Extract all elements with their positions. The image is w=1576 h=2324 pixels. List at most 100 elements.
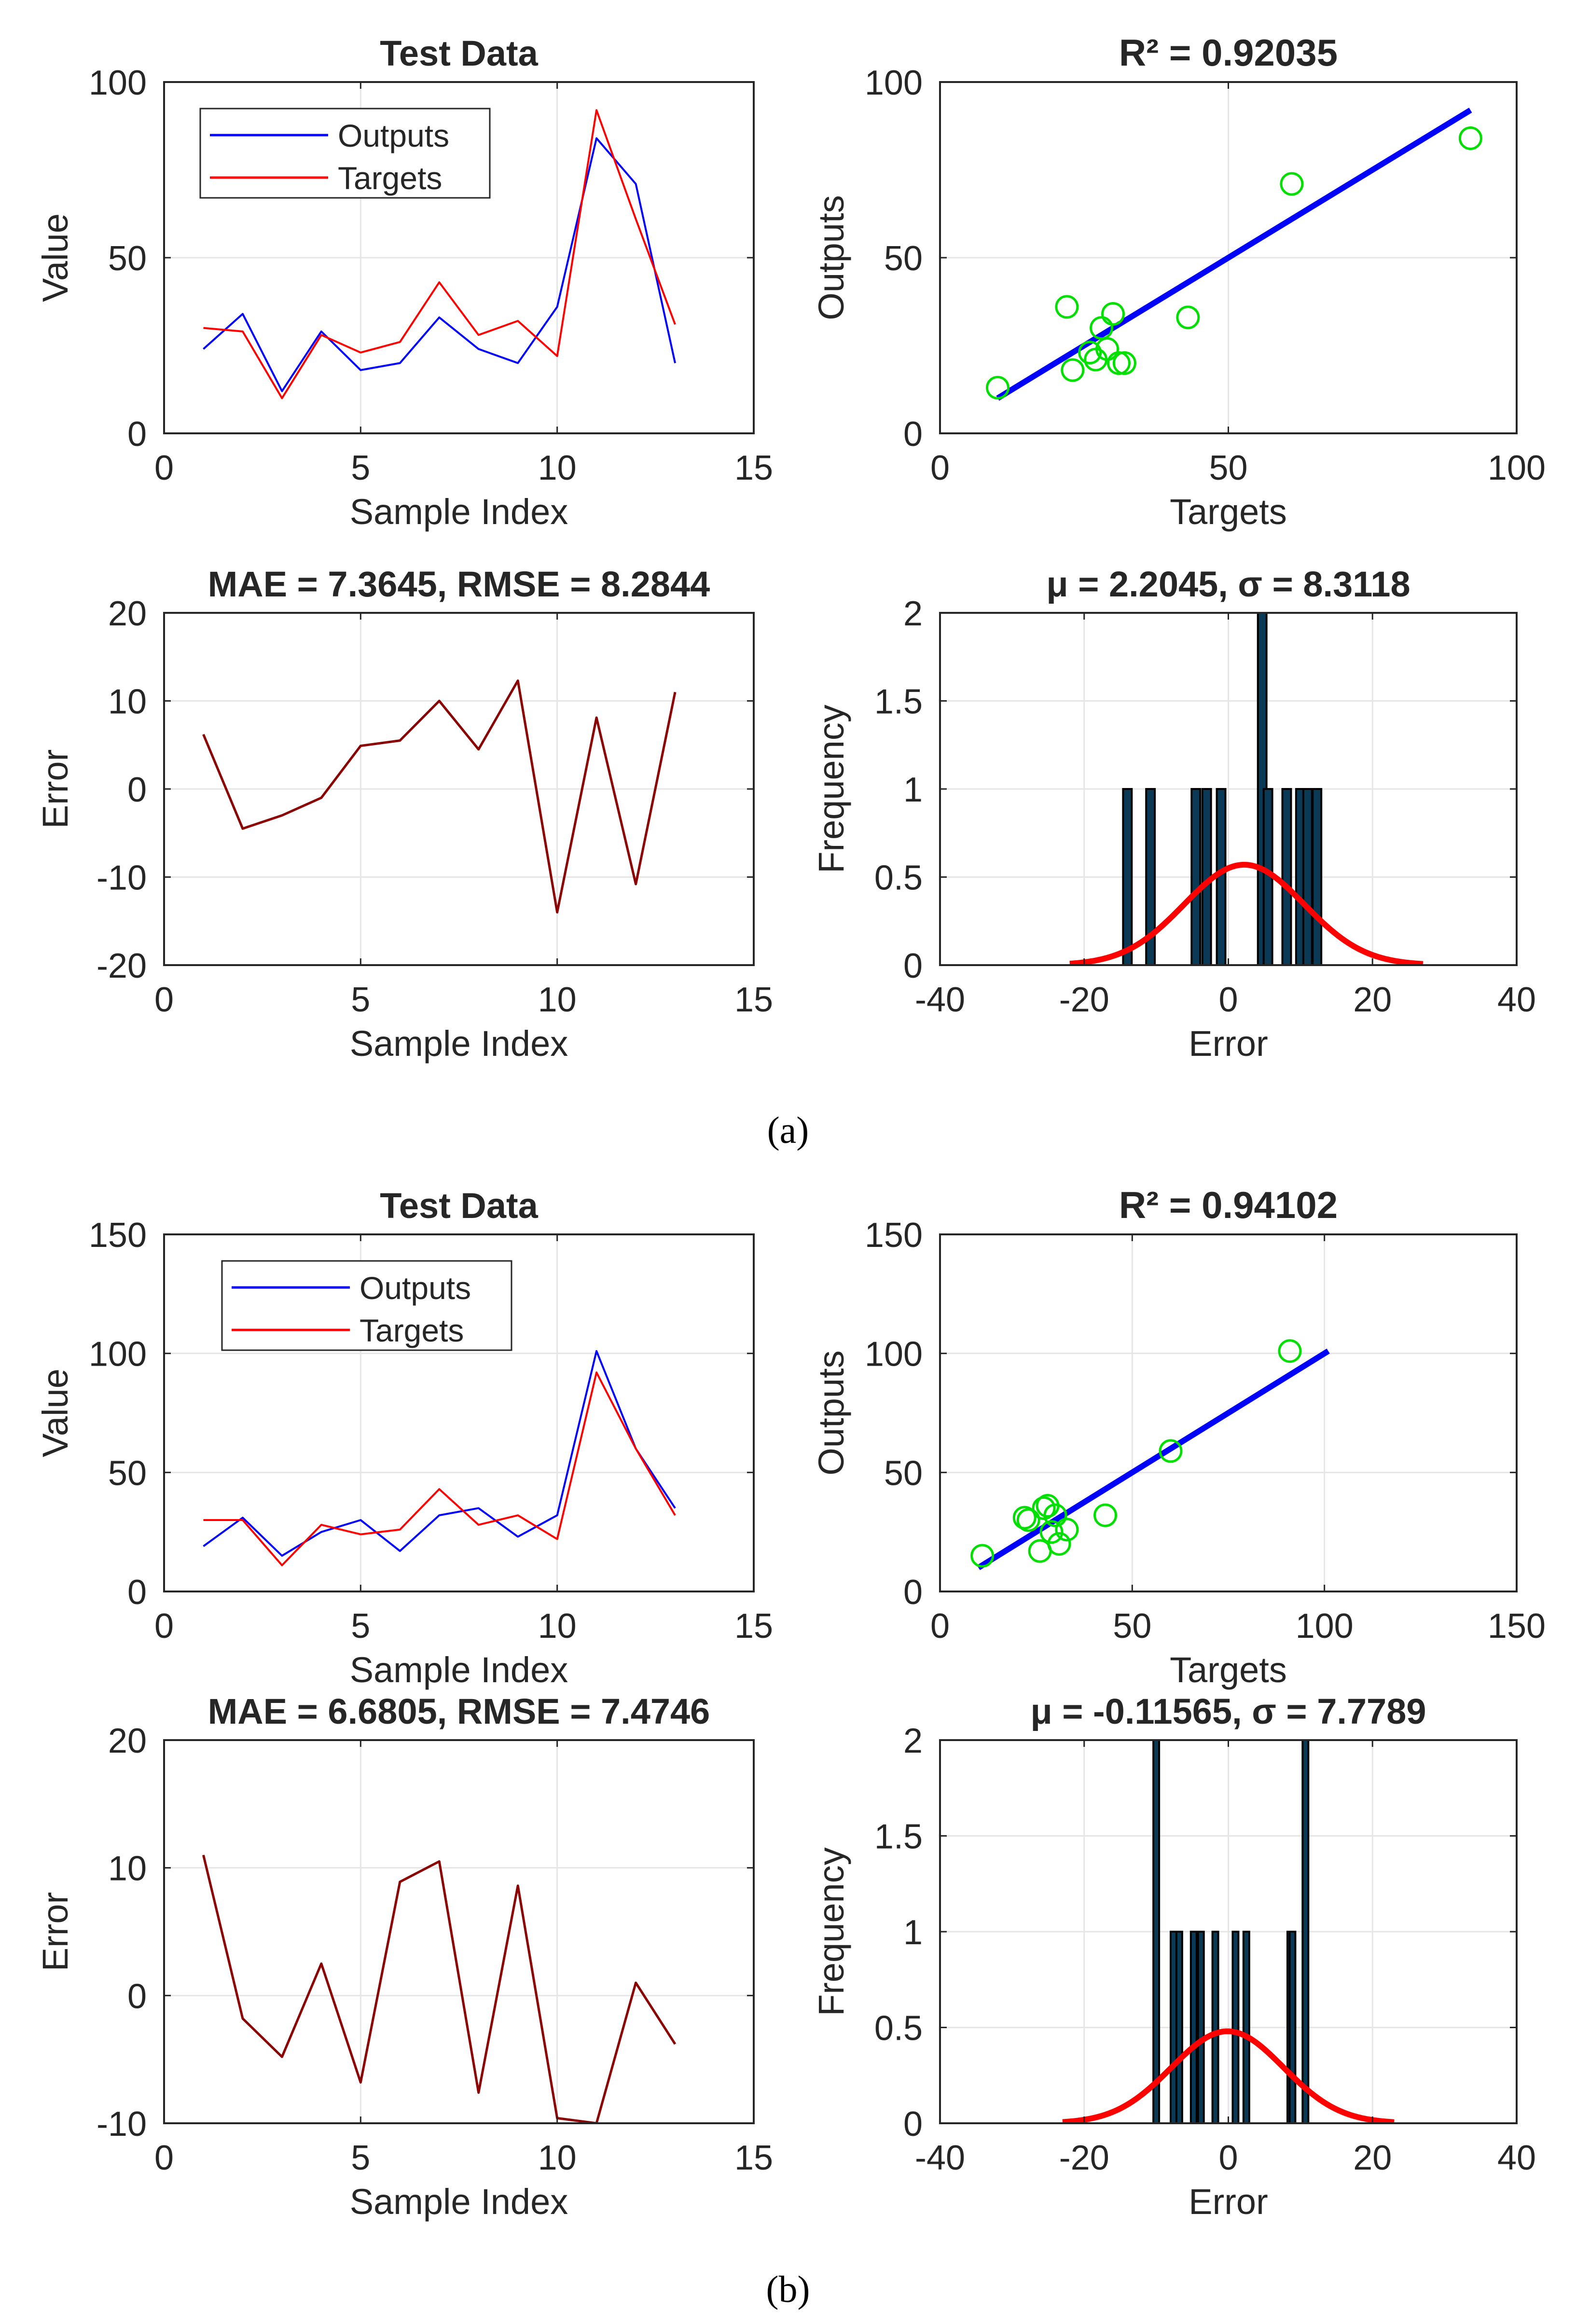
legend-label: Targets (359, 1313, 464, 1348)
scatter-point (1047, 1532, 1071, 1556)
scatter-point (1055, 295, 1079, 319)
x-tick-label: 0 (1218, 981, 1238, 1019)
targets-line (203, 109, 676, 400)
y-axis-label: Error (35, 749, 75, 829)
chart-title: μ = 2.2045, σ = 8.3118 (1046, 564, 1410, 604)
x-tick-label: 15 (734, 1607, 773, 1646)
scatter-point (986, 375, 1009, 400)
x-tick-label: 0 (154, 449, 174, 487)
plot-content (203, 1350, 676, 1566)
y-tick-label: 0 (127, 1573, 147, 1612)
scatter-point (1043, 1503, 1067, 1527)
y-tick-label: 10 (108, 683, 147, 721)
scatter-point (1458, 126, 1482, 150)
scatter-point (1032, 1496, 1056, 1520)
y-tick-label: 0 (127, 415, 147, 454)
x-axis-label: Sample Index (350, 1650, 568, 1690)
histogram-bar (1197, 1931, 1205, 2123)
y-tick-label: 0.5 (874, 859, 923, 898)
x-tick-label: 5 (351, 981, 370, 1019)
targets-line (203, 1371, 676, 1566)
scatter-point (1055, 1518, 1079, 1542)
y-tick-label: 1 (903, 1913, 923, 1952)
y-tick-label: 0 (127, 771, 147, 809)
plot-content (202, 679, 677, 913)
scatter-point (970, 1544, 995, 1568)
x-tick-label: 50 (1113, 1607, 1151, 1646)
y-tick-label: 150 (865, 1216, 923, 1255)
x-tick-label: 10 (538, 981, 577, 1019)
scatter-point (1112, 351, 1136, 375)
x-tick-label: 40 (1497, 2139, 1536, 2177)
scatter-point (1176, 305, 1200, 330)
x-tick-label: 0 (930, 449, 950, 487)
y-axis-label: Value (35, 1369, 75, 1457)
y-tick-label: 2 (903, 595, 923, 633)
plot-content (970, 1339, 1330, 1570)
y-tick-label: 0 (903, 1573, 923, 1612)
chart-a-regression: 0 50 100 0 50 100 R² = 0.92035 Targets Outputs (811, 31, 1546, 532)
y-tick-label: -10 (97, 859, 147, 898)
y-tick-label: 0.5 (874, 2009, 923, 2048)
x-axis-label: Error (1189, 2182, 1268, 2222)
y-tick-label: -10 (97, 2105, 147, 2144)
scatter-point (1093, 1503, 1118, 1527)
legend-box (199, 108, 491, 199)
x-axis-label: Sample Index (350, 492, 568, 532)
plot-content (203, 109, 677, 400)
y-tick-label: 0 (903, 947, 923, 985)
histogram-bar (1211, 1931, 1219, 2123)
chart-b-regression: 0 50 100 150 0 50 100 150 R² = 0.94102 Targets Out… (811, 1184, 1546, 1690)
panel-label-b: (b) (766, 2268, 810, 2310)
scatter-point (1061, 358, 1085, 382)
chart-a-error: 0 5 10 15 -20 -10 0 10 20 MAE = 7.3645, RMSE = 8.… (35, 564, 773, 1064)
plot-content (1069, 613, 1424, 965)
y-tick-label: 50 (108, 1454, 147, 1493)
x-tick-label: 10 (538, 1607, 577, 1646)
legend-label: Targets (338, 160, 442, 196)
x-tick-label: 0 (930, 1607, 950, 1646)
x-tick-label: -40 (915, 2139, 965, 2177)
legend-label: Outputs (338, 118, 449, 153)
chart-title: μ = -0.11565, σ = 7.7789 (1030, 1691, 1426, 1731)
x-tick-label: 0 (154, 1607, 174, 1646)
histogram-bar (1152, 1740, 1161, 2123)
y-tick-label: 1.5 (874, 683, 923, 721)
y-tick-label: 50 (884, 1454, 923, 1493)
x-tick-label: 5 (351, 1607, 370, 1646)
y-tick-label: 10 (108, 1850, 147, 1888)
histogram-bar (1145, 788, 1156, 965)
chart-title: MAE = 7.3645, RMSE = 8.2844 (208, 564, 710, 604)
x-axis-label: Sample Index (350, 1024, 568, 1064)
normal-fit-curve (1069, 861, 1424, 965)
histogram-bar (1301, 1740, 1310, 2123)
normal-fit-curve (1062, 2028, 1395, 2123)
y-tick-label: 20 (108, 1722, 147, 1760)
x-tick-label: 100 (1488, 449, 1546, 487)
y-tick-label: 0 (903, 415, 923, 454)
x-tick-label: 15 (734, 449, 773, 487)
legend: Outputs Targets (221, 1260, 512, 1351)
y-tick-label: 1 (903, 771, 923, 809)
x-tick-label: 20 (1353, 2139, 1392, 2177)
chart-a-hist: -40 -20 0 20 40 0 0.5 1 1.5 2 μ = 2.2045, σ = 8.31… (811, 564, 1536, 1064)
x-tick-label: 10 (538, 2139, 577, 2177)
scatter-point (1095, 337, 1120, 361)
plot-content (1062, 1740, 1395, 2123)
y-axis-label: Value (35, 213, 75, 302)
histogram-bar (1122, 788, 1133, 965)
axes-box (163, 1739, 755, 2124)
fit-line (977, 1348, 1330, 1570)
plot-area (164, 1740, 754, 2123)
panel-label-a: (a) (767, 1109, 809, 1151)
outputs-line (203, 1350, 676, 1557)
legend-label: Outputs (359, 1270, 471, 1306)
scatter-point (1280, 172, 1304, 196)
y-tick-label: 100 (89, 1335, 147, 1374)
x-axis-label: Targets (1170, 492, 1287, 532)
x-tick-label: 10 (538, 449, 577, 487)
y-tick-label: 20 (108, 595, 147, 633)
scatter-point (1159, 1439, 1183, 1463)
chart-title: Test Data (380, 1186, 538, 1226)
